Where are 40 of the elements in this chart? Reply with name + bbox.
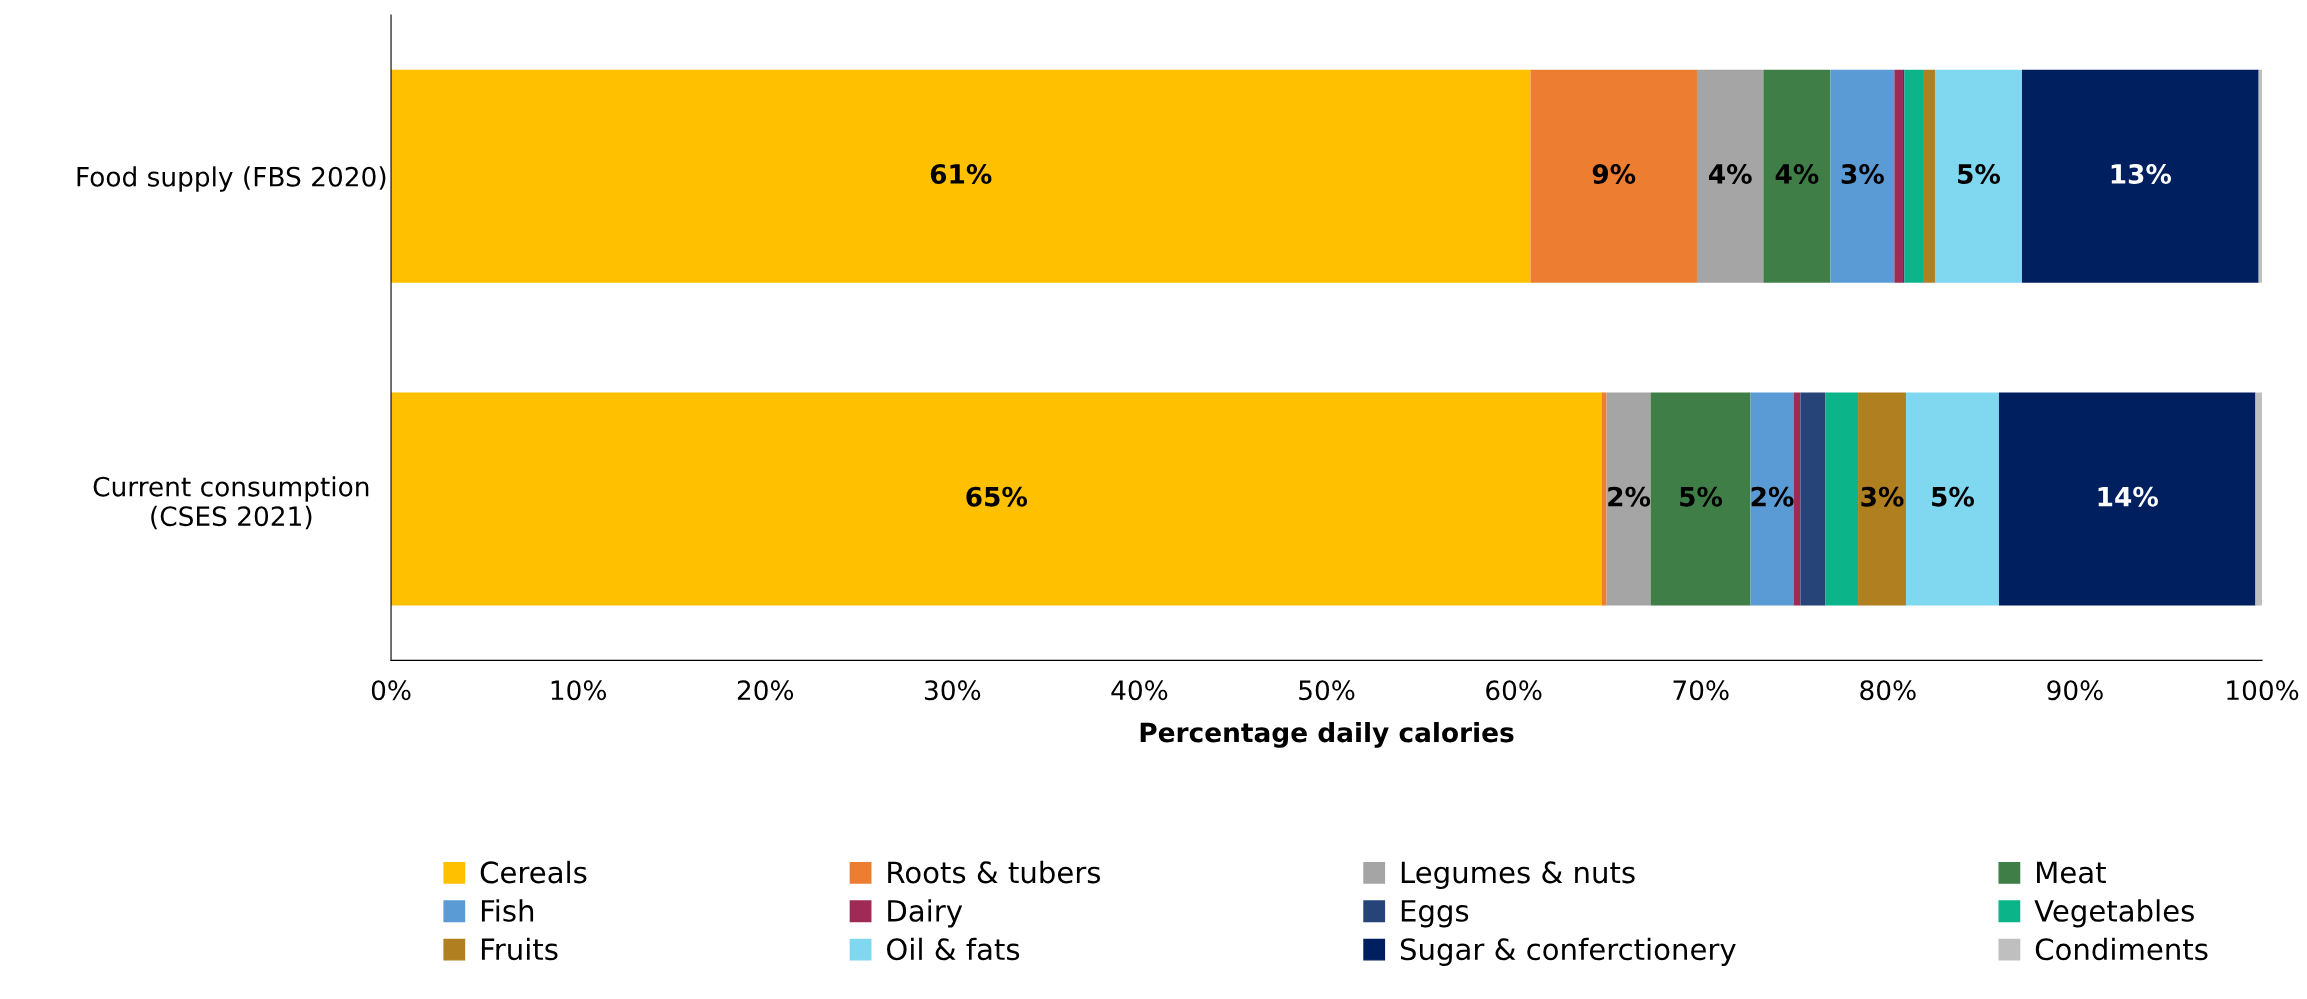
- data-label: 4%: [1708, 164, 1752, 184]
- data-label: 5%: [1932, 486, 1975, 507]
- x-tick-label: 50%: [1299, 680, 1355, 701]
- x-tick-label: 30%: [925, 680, 981, 701]
- y-tick-label: Current consumption (CSES 2021): [93, 476, 369, 530]
- data-label: 5%: [1680, 486, 1723, 507]
- x-tick-label: 90%: [2047, 680, 2103, 701]
- legend-label: Roots & tubers: [888, 860, 1101, 884]
- data-label: 13%: [2111, 164, 2172, 184]
- x-tick-label: 70%: [1673, 680, 1729, 701]
- data-label: 5%: [1958, 164, 2001, 184]
- data-label: 9%: [1592, 164, 1636, 184]
- legend-label: Vegetables: [2034, 899, 2194, 928]
- data-label: 65%: [966, 486, 1028, 507]
- legend-label: Legumes & nuts: [1401, 861, 1635, 890]
- legend-label: Cereals: [480, 860, 587, 884]
- x-tick-label: 0%: [371, 680, 411, 701]
- legend-label: Oil & fats: [886, 937, 1020, 961]
- legend-label: Meat: [2037, 861, 2106, 884]
- legend-label: Condiments: [2035, 937, 2208, 961]
- data-label: 14%: [2098, 486, 2158, 507]
- x-tick-label: 60%: [1486, 680, 1542, 701]
- x-tick-label: 40%: [1111, 680, 1168, 701]
- legend-label: Eggs: [1401, 900, 1469, 928]
- y-tick-label: Food supply (FBS 2020): [77, 166, 386, 192]
- data-label: 61%: [930, 164, 992, 184]
- data-label: 4%: [1775, 164, 1819, 184]
- legend-label: Sugar & conferctionery: [1400, 937, 1736, 966]
- legend-label: Dairy: [888, 899, 963, 928]
- data-label: 3%: [1861, 486, 1904, 507]
- data-label: 2%: [1608, 486, 1651, 507]
- x-tick-label: 100%: [2227, 680, 2299, 701]
- x-axis-title: Percentage daily calories: [1140, 721, 1514, 748]
- x-tick-label: 10%: [551, 680, 606, 701]
- data-label: 2%: [1751, 486, 1794, 507]
- data-label: 3%: [1841, 164, 1884, 184]
- legend-label: Fish: [481, 899, 534, 922]
- x-tick-label: 20%: [737, 680, 794, 701]
- x-tick-label: 80%: [1860, 680, 1916, 701]
- legend-label: Fruits: [481, 937, 558, 961]
